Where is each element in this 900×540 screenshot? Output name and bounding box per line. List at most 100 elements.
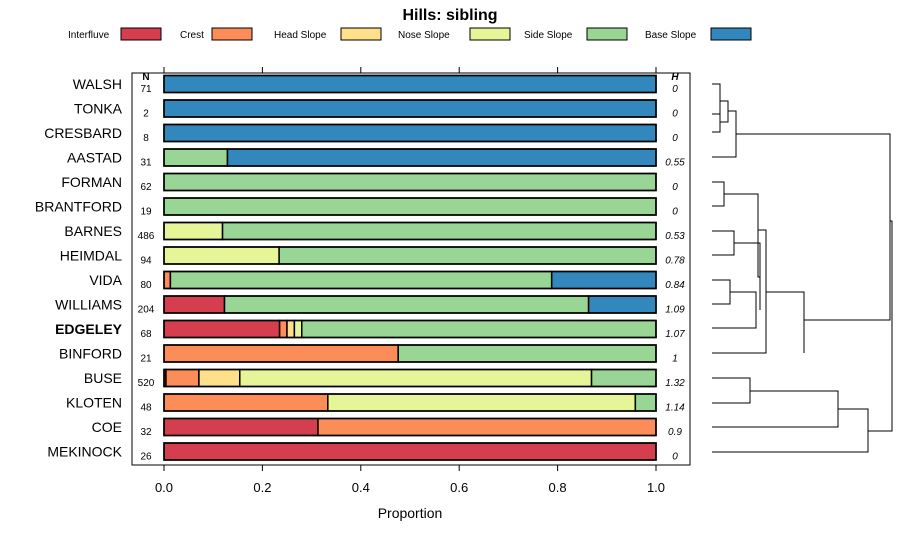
bar-segment-side-slope [169, 270, 553, 290]
legend-label: Head Slope [274, 30, 327, 41]
bar-segment-crest [165, 368, 200, 388]
dendrogram-branch [712, 114, 721, 133]
n-header: N [142, 72, 149, 83]
bar-outline [163, 148, 657, 167]
h-value: 0 [672, 109, 678, 120]
bar-outline [163, 221, 657, 241]
legend-label: Base Slope [645, 30, 697, 41]
x-tick-label: 1.0 [647, 480, 665, 495]
n-value: 19 [140, 207, 152, 218]
dendrogram-branch [766, 291, 805, 353]
h-value: 0.55 [665, 158, 685, 169]
category-label: HEIMDAL [60, 248, 122, 264]
dendrogram-branch [712, 291, 757, 329]
bar-segment-side-slope [634, 393, 657, 412]
x-tick-label: 0.8 [549, 480, 567, 495]
dendrogram [712, 83, 893, 453]
category-label: VIDA [89, 272, 122, 288]
bar-segment-base-slope [226, 148, 657, 167]
bar-outline [163, 368, 657, 388]
chart-title: Hills: sibling [402, 7, 497, 24]
n-value: 32 [140, 427, 152, 438]
n-value: 94 [140, 256, 152, 267]
category-label: EDGELEY [55, 321, 123, 337]
legend-swatch [469, 27, 511, 41]
n-value: 31 [140, 158, 152, 169]
x-tick-label: 0.2 [253, 480, 271, 495]
row-tonka: TONKA 2 0 [74, 99, 678, 120]
n-value: 520 [138, 378, 155, 389]
bar-segment-base-slope [587, 295, 657, 314]
row-forman: FORMAN 62 0 [61, 172, 678, 193]
category-label: BARNES [64, 223, 122, 239]
row-kloten: KLOTEN 48 1.14 [66, 393, 685, 414]
n-value: 62 [140, 182, 152, 193]
bar-outline [163, 344, 657, 363]
category-label: KLOTEN [66, 395, 122, 411]
x-axis: 0.0 0.2 0.4 0.6 0.8 1.0 [155, 67, 665, 495]
bar-segment-crest [163, 270, 172, 290]
bar-segment-base-slope [550, 270, 657, 290]
n-value: 80 [140, 280, 152, 291]
bar-outline [163, 123, 657, 143]
row-walsh: WALSH 71 0 [73, 74, 678, 95]
dendrogram-branch [712, 110, 737, 158]
bar-segment-nose-slope [163, 246, 280, 265]
dendrogram-branch [712, 230, 735, 256]
bar-segment-side-slope [590, 368, 657, 388]
legend-swatch [710, 27, 752, 41]
h-value: 0.53 [665, 231, 685, 242]
bar-outline [163, 197, 657, 216]
bar-outline [163, 295, 657, 314]
legend-label: Interfluve [68, 30, 110, 41]
h-value: 0 [672, 133, 678, 144]
category-label: AASTAD [67, 150, 122, 166]
row-barnes: BARNES 486 0.53 [64, 221, 685, 242]
row-williams: WILLIAMS 204 1.09 [55, 295, 685, 316]
h-value: 0 [672, 207, 678, 218]
category-label: TONKA [74, 101, 123, 117]
h-value: 1.32 [665, 378, 685, 389]
n-value: 2 [143, 109, 149, 120]
category-label: FORMAN [61, 174, 122, 190]
n-value: 21 [140, 354, 152, 365]
bar-outline [163, 74, 657, 94]
bar-segment-base-slope [163, 99, 657, 118]
dendrogram-branch [736, 133, 891, 321]
dendrogram-branch [868, 220, 893, 432]
legend-label: Nose Slope [398, 30, 450, 41]
row-heimdal: HEIMDAL 94 0.78 [60, 246, 685, 267]
row-vida: VIDA 80 0.84 [89, 270, 685, 291]
category-label: CRESBARD [44, 125, 122, 141]
legend: Interfluve Crest Head Slope Nose Slope Side … [68, 27, 752, 41]
h-header: H [671, 72, 679, 83]
bar-segment-nose-slope [239, 368, 593, 388]
category-label: COE [92, 419, 122, 435]
x-tick-label: 0.4 [352, 480, 370, 495]
dendrogram-branch [712, 181, 725, 207]
bar-segment-head-slope [286, 319, 296, 339]
bar-segment-side-slope [163, 172, 657, 192]
h-value: 0.9 [668, 427, 682, 438]
bar-outline [163, 172, 657, 192]
bar-segment-base-slope [163, 123, 657, 143]
n-value: 486 [138, 231, 155, 242]
category-label: BINFORD [59, 346, 122, 362]
bar-segment-base-slope [163, 74, 657, 94]
bar-segment-interfluve [163, 417, 319, 437]
plot-frame [131, 72, 691, 466]
bar-segment-side-slope [163, 148, 229, 167]
h-value: 0 [672, 84, 678, 95]
bar-outline [163, 99, 657, 118]
n-value: 204 [138, 305, 155, 316]
legend-swatch [120, 27, 162, 41]
row-mekinock: MEKINOCK 26 0 [47, 442, 678, 463]
bar-segment-crest [278, 319, 288, 339]
n-value: 26 [140, 452, 152, 463]
x-tick-label: 0.0 [155, 480, 173, 495]
category-label: BRANTFORD [35, 199, 122, 215]
row-cresbard: CRESBARD 8 0 [44, 123, 678, 144]
n-value: 71 [140, 84, 152, 95]
